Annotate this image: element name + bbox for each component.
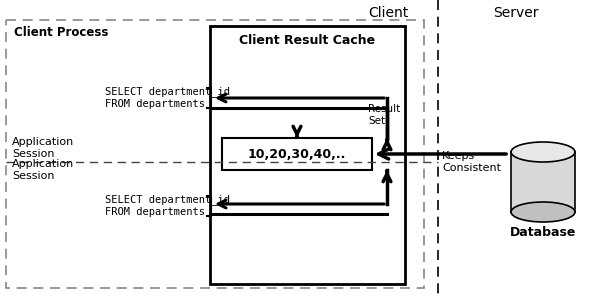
Bar: [210, 26, 405, 284]
Ellipse shape: [511, 142, 575, 162]
Text: Application
Session: Application Session: [12, 137, 74, 159]
Text: Result
Set: Result Set: [368, 104, 400, 126]
Text: Application
Session: Application Session: [12, 159, 74, 181]
Bar: [222, 138, 372, 170]
Text: Client Process: Client Process: [14, 26, 108, 39]
Bar: [6, 20, 424, 288]
Text: Server: Server: [493, 6, 539, 20]
Text: Database: Database: [510, 225, 576, 238]
Text: Client: Client: [368, 6, 408, 20]
Text: FROM departments: FROM departments: [105, 99, 205, 109]
Text: Keeps
Consistent: Keeps Consistent: [442, 151, 501, 173]
Text: SELECT department_id: SELECT department_id: [105, 86, 230, 97]
Text: FROM departments: FROM departments: [105, 207, 205, 217]
Text: SELECT department_id: SELECT department_id: [105, 195, 230, 206]
Ellipse shape: [511, 202, 575, 222]
Bar: [511, 152, 575, 212]
Text: Client Result Cache: Client Result Cache: [240, 34, 376, 47]
Text: 10,20,30,40,..: 10,20,30,40,..: [248, 148, 346, 160]
